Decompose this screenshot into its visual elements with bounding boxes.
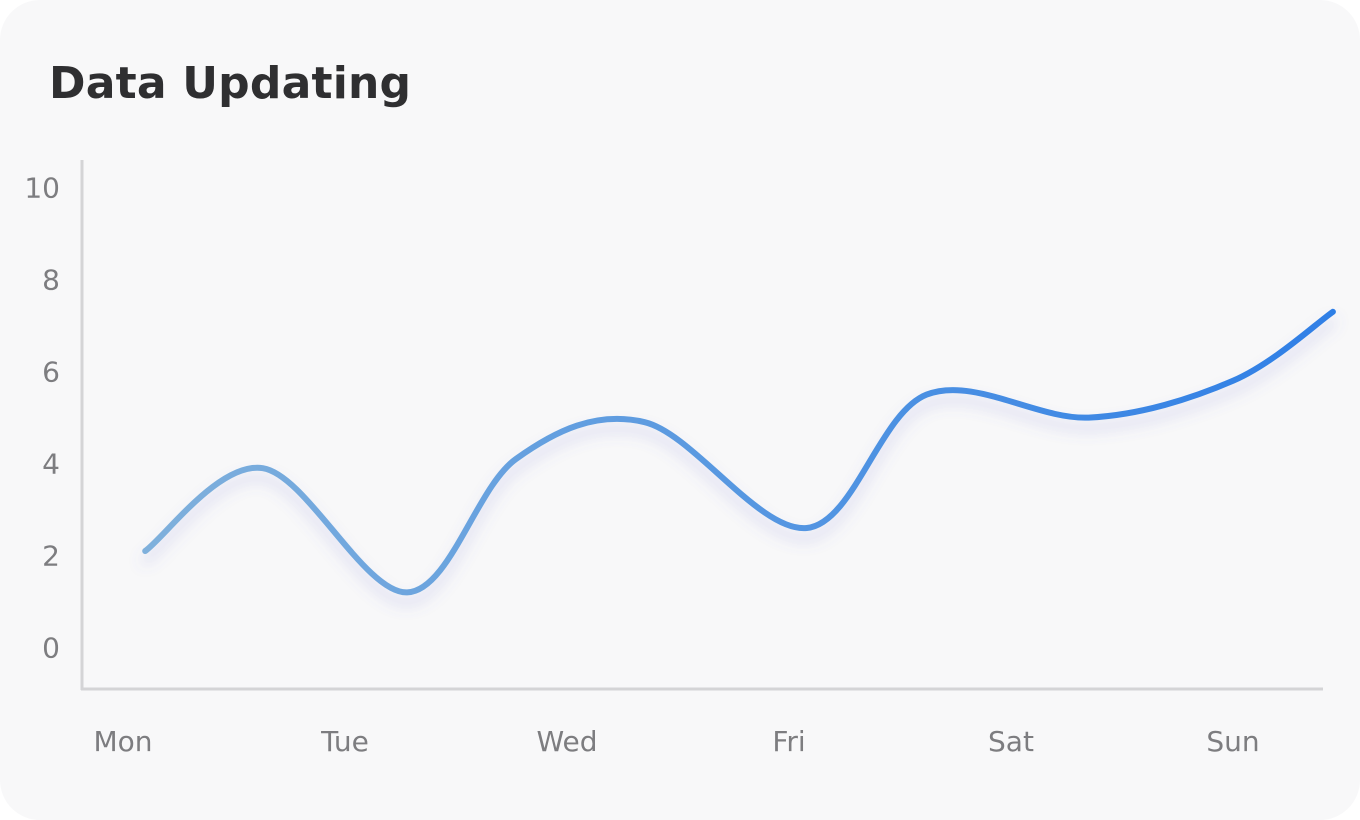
x-tick-label: Mon — [93, 725, 152, 758]
x-tick-label: Tue — [320, 725, 369, 758]
y-tick-label: 10 — [24, 172, 60, 205]
y-tick-label: 4 — [42, 448, 60, 481]
x-tick-label: Sat — [988, 725, 1034, 758]
x-tick-label: Fri — [772, 725, 805, 758]
y-tick-label: 6 — [42, 356, 60, 389]
x-tick-label: Sun — [1206, 725, 1259, 758]
x-tick-label: Wed — [536, 725, 597, 758]
y-tick-label: 0 — [42, 632, 60, 665]
y-tick-label: 2 — [42, 540, 60, 573]
y-tick-label: 8 — [42, 264, 60, 297]
chart-title: Data Updating — [49, 58, 412, 109]
series-line — [142, 308, 1336, 596]
